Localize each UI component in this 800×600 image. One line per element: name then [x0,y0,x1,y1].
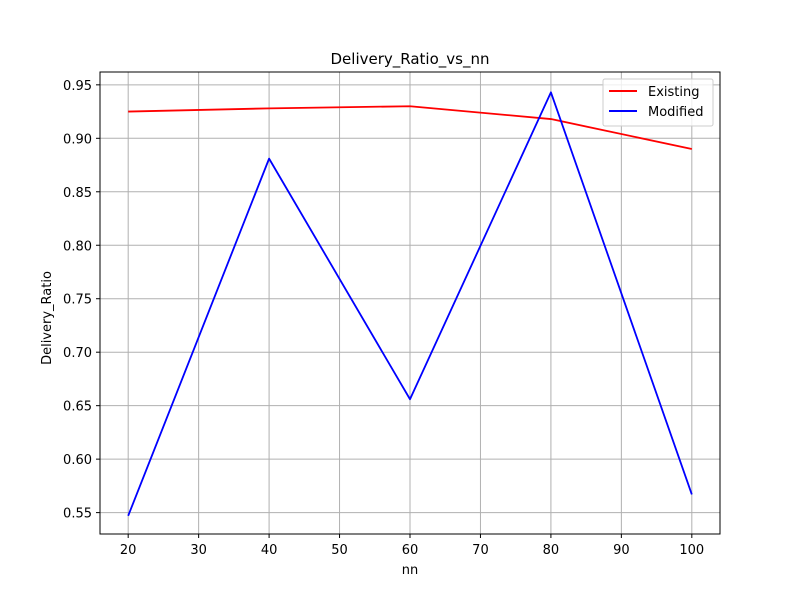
x-axis-ticks: 20 30 40 50 60 70 80 90 100 [120,534,704,558]
x-tick-label: 20 [120,543,137,558]
legend-label-modified: Modified [648,105,703,120]
y-tick-label: 0.80 [63,239,92,254]
x-tick-label: 60 [402,543,419,558]
y-tick-label: 0.55 [63,507,92,522]
x-tick-label: 90 [613,543,630,558]
series-line-existing [128,105,693,150]
series-line-modified [127,91,693,517]
y-tick-label: 0.60 [63,453,92,468]
series-lines [127,91,693,517]
y-tick-label: 0.70 [63,346,92,361]
x-tick-label: 50 [331,543,348,558]
legend-label-existing: Existing [648,85,700,100]
y-tick-label: 0.95 [63,79,92,94]
y-tick-label: 0.75 [63,293,92,308]
x-tick-label: 100 [679,543,704,558]
x-tick-label: 40 [261,543,278,558]
legend: Existing Modified [602,78,714,127]
x-axis-label: nn [402,563,418,578]
x-tick-label: 80 [543,543,560,558]
y-tick-label: 0.90 [63,132,92,147]
y-tick-label: 0.85 [63,186,92,201]
y-axis-label: Delivery_Ratio [40,271,55,365]
y-axis-ticks: 0.55 0.60 0.65 0.70 0.75 0.80 0.85 0.90 0.95 [63,79,100,522]
y-tick-label: 0.65 [63,400,92,415]
x-tick-label: 30 [190,543,207,558]
x-tick-label: 70 [472,543,489,558]
chart-title: Delivery_Ratio_vs_nn [331,50,490,69]
